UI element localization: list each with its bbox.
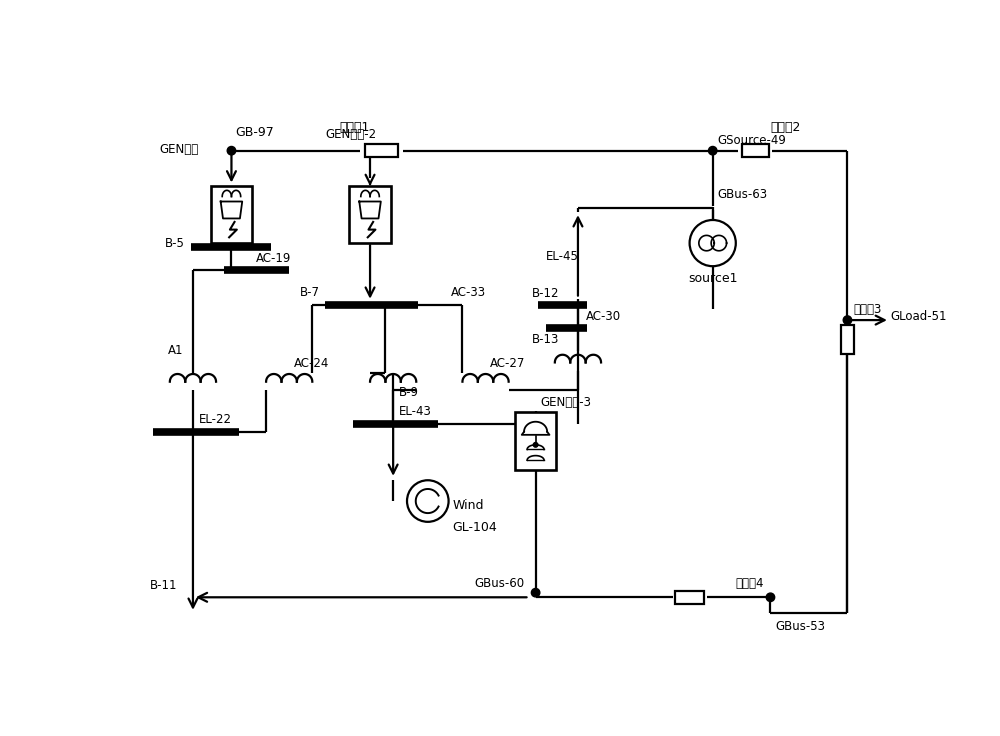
Text: GEN燃气: GEN燃气	[160, 143, 199, 155]
Text: GBus-60: GBus-60	[474, 576, 524, 590]
Bar	[742, 144, 769, 158]
Circle shape	[843, 316, 852, 325]
Text: B-9: B-9	[399, 386, 419, 400]
Text: GB-97: GB-97	[235, 126, 274, 139]
Text: GLoad-51: GLoad-51	[891, 310, 947, 323]
Bar	[211, 185, 252, 244]
Circle shape	[227, 146, 236, 155]
Text: GL-104: GL-104	[452, 522, 497, 534]
Circle shape	[531, 589, 540, 597]
Text: GEN燃气-2: GEN燃气-2	[325, 129, 377, 141]
Text: 气管道1: 气管道1	[339, 121, 370, 134]
Text: B-11: B-11	[150, 579, 178, 592]
Text: AC-24: AC-24	[294, 357, 329, 370]
Text: AC-27: AC-27	[490, 357, 526, 370]
Text: 气管道3: 气管道3	[854, 303, 882, 316]
Text: B-12: B-12	[532, 287, 559, 300]
Text: 气管道4: 气管道4	[736, 576, 764, 590]
Text: EL-22: EL-22	[199, 414, 232, 426]
Text: AC-33: AC-33	[451, 286, 486, 300]
Bar	[841, 325, 854, 354]
Bar	[349, 185, 391, 244]
Text: B-7: B-7	[300, 286, 320, 300]
Text: AC-19: AC-19	[256, 252, 291, 266]
Text: A1: A1	[168, 344, 184, 358]
Text: B-13: B-13	[532, 333, 559, 346]
Circle shape	[690, 220, 736, 266]
Bar	[515, 412, 556, 470]
Bar	[365, 144, 398, 158]
Text: EL-45: EL-45	[546, 250, 578, 263]
Text: GBus-53: GBus-53	[775, 620, 825, 634]
Text: GSource-49: GSource-49	[717, 134, 786, 147]
Circle shape	[533, 442, 538, 447]
Text: GEN燃气-3: GEN燃气-3	[540, 396, 591, 409]
Text: EL-43: EL-43	[399, 405, 432, 418]
Circle shape	[708, 146, 717, 155]
Text: 气管道2: 气管道2	[771, 121, 801, 134]
Circle shape	[407, 481, 449, 522]
Text: source1: source1	[688, 272, 737, 286]
Bar	[675, 591, 704, 604]
Text: Wind: Wind	[452, 499, 484, 512]
Text: GBus-63: GBus-63	[717, 188, 767, 201]
Circle shape	[766, 593, 775, 601]
Text: AC-30: AC-30	[586, 310, 621, 323]
Text: B-5: B-5	[165, 236, 185, 250]
